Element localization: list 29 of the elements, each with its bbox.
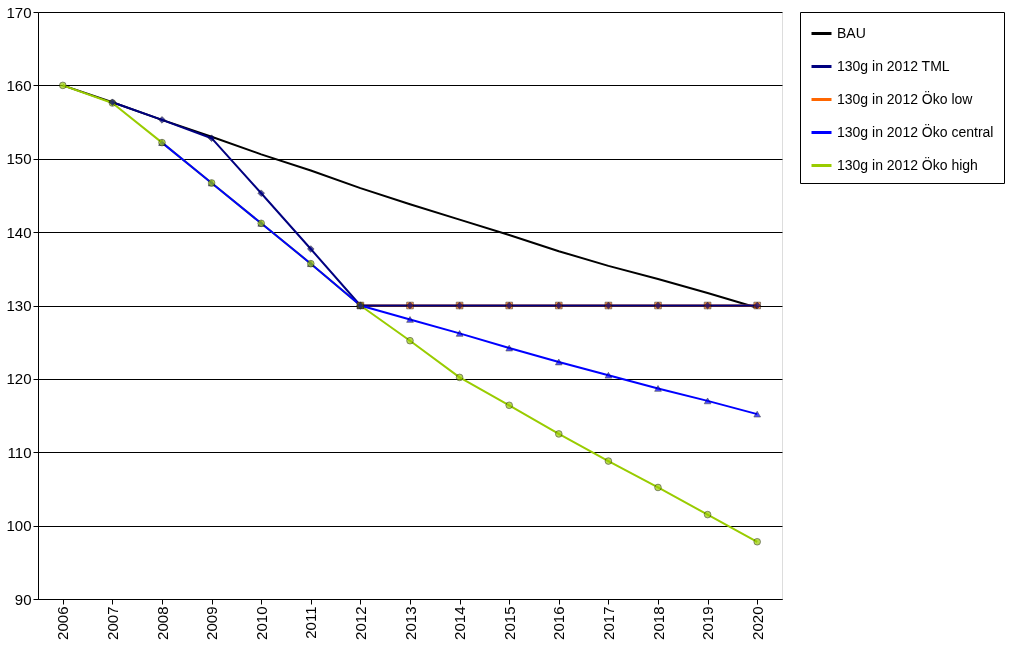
x-tick-label: 2011 — [302, 606, 320, 639]
x-tick-label: 2006 — [54, 606, 72, 640]
y-tick-label: 110 — [7, 443, 32, 461]
x-tick-label: 2015 — [500, 606, 518, 640]
x-tick-label: 2018 — [649, 606, 667, 640]
legend-label: 130g in 2012 Öko central — [837, 122, 994, 140]
y-tick-label: 130 — [6, 297, 32, 314]
legend-label: 130g in 2012 Öko low — [837, 89, 974, 107]
x-tick-label: 2017 — [599, 606, 617, 640]
x-tick-label: 2009 — [203, 606, 221, 640]
y-tick-label: 140 — [6, 223, 32, 241]
x-tick-label: 2013 — [401, 606, 419, 640]
x-tick-label: 2007 — [103, 606, 121, 640]
y-tick-label: 150 — [6, 150, 32, 168]
x-tick-label: 2019 — [699, 606, 717, 640]
y-tick-label: 120 — [6, 370, 32, 388]
x-tick-label: 2008 — [153, 606, 171, 640]
x-tick-label: 2012 — [351, 606, 369, 640]
x-tick-label: 2010 — [252, 606, 270, 640]
x-tick-label: 2020 — [748, 606, 766, 640]
x-tick-label: 2014 — [451, 606, 469, 640]
x-tick-label: 2016 — [550, 606, 568, 640]
legend-label: 130g in 2012 TML — [837, 57, 950, 74]
y-tick-label: 170 — [6, 3, 32, 21]
y-tick-label: 100 — [6, 517, 32, 535]
legend-label: 130g in 2012 Öko high — [837, 155, 978, 173]
y-tick-label: 90 — [14, 590, 32, 608]
y-tick-label: 160 — [6, 76, 32, 94]
legend-label: BAU — [837, 24, 866, 41]
